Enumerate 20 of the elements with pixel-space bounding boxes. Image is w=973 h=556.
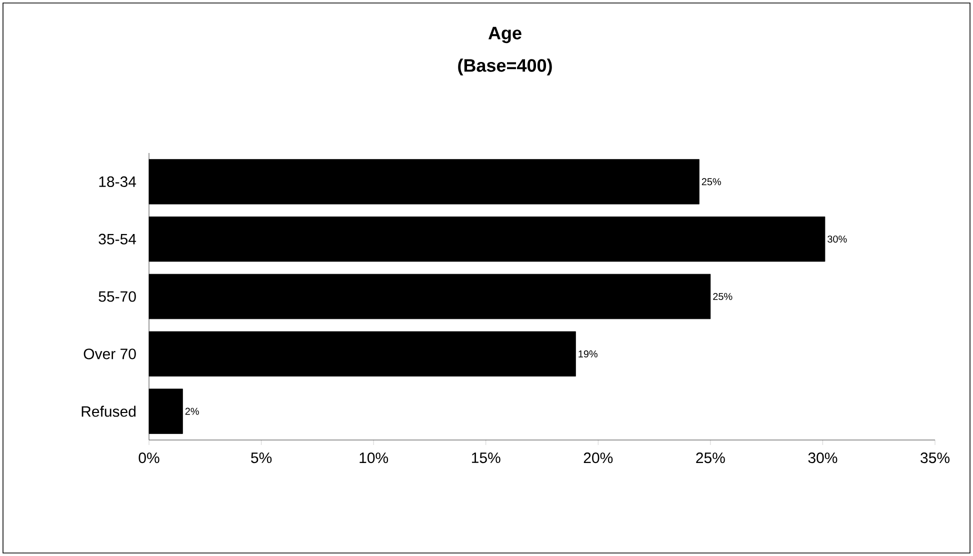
chart-title: Age [488, 26, 522, 44]
x-tick-label: 30% [808, 452, 838, 464]
data-label: 25% [713, 292, 732, 300]
data-label: 19% [578, 350, 598, 358]
x-tick-label: 10% [360, 452, 388, 464]
y-tick-label: Over 70 [84, 348, 136, 360]
x-tick-label: 15% [472, 452, 500, 464]
data-label: 30% [828, 236, 847, 243]
x-tick-label: 25% [696, 452, 725, 464]
y-tick-label: 55-70 [98, 291, 136, 302]
x-tick-label: 35% [920, 452, 950, 464]
x-tick-label: 20% [584, 452, 613, 464]
data-label: 2% [185, 408, 199, 415]
x-tick-label: 5% [251, 452, 272, 464]
y-tick-label: 18-34 [99, 176, 136, 188]
y-tick-label: Refused [82, 406, 136, 417]
data-label: 25% [702, 178, 721, 186]
chart-subtitle: (Base=400) [458, 58, 552, 76]
x-tick-label: 0% [138, 452, 160, 464]
y-tick-label: 35-54 [98, 234, 136, 244]
